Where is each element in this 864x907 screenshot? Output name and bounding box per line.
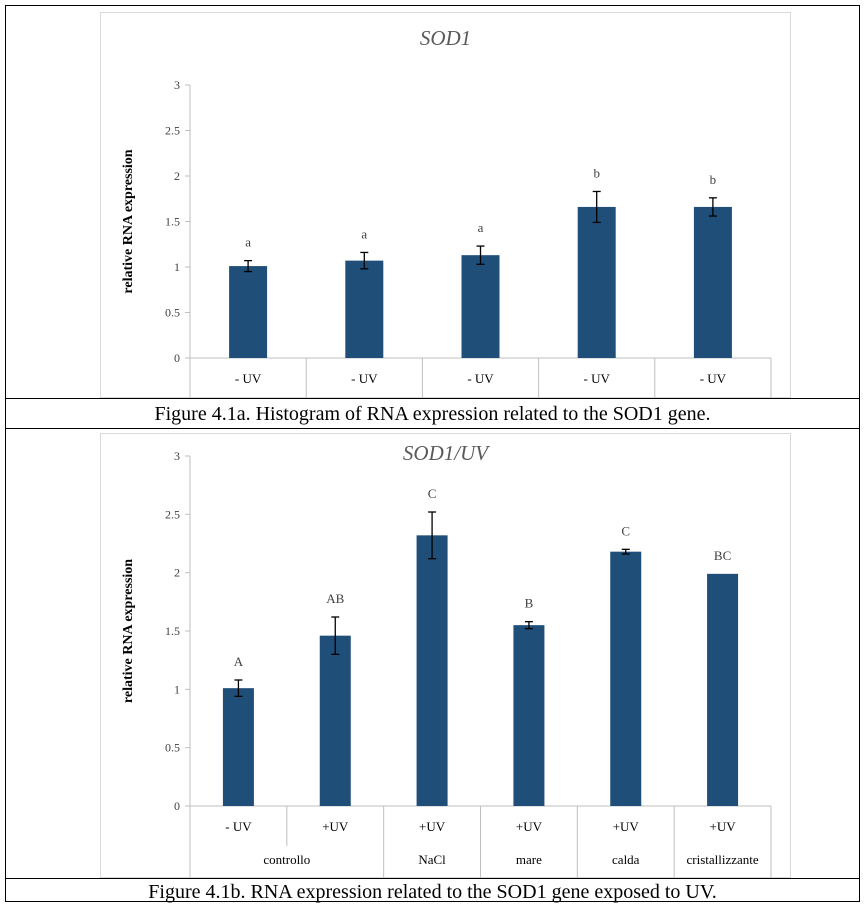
chart-b: SOD1/UV relative RNA expression 0 0.5 1 1.5 2 2… [100,433,791,878]
b-category-label: +UV [419,819,446,834]
b-bar [416,535,448,806]
b-significance-label: B [525,596,534,611]
b-y-tick-label: 0 [174,799,180,813]
divider-chart-b-caption [5,878,860,879]
b-significance-label: C [428,486,437,501]
a-category-label: - UV [235,371,262,386]
a-significance-label: a [478,220,484,235]
a-y-tick-label: 0.5 [165,306,180,320]
b-y-tick-label: 3 [174,449,180,463]
a-significance-label: a [245,235,251,250]
a-category-label: - UV [584,371,611,386]
b-group-label: calda [612,852,640,867]
chart-a: SOD1 relative RNA expression 0 0.5 1 1.5 2 2.5 3… [100,12,791,419]
a-bar [693,206,732,358]
b-group-label: controllo [263,852,310,867]
a-significance-label: b [710,172,717,187]
b-y-tick-label: 1.5 [165,624,180,638]
b-bar [222,688,254,806]
b-chart-title-gene: SOD1 [403,441,454,465]
b-significance-label: BC [714,548,731,563]
a-significance-label: b [593,165,600,180]
b-category-label: +UV [613,819,640,834]
a-y-tick-label: 0 [174,351,180,365]
a-category-label: - UV [700,371,727,386]
b-group-label: NaCl [418,852,446,867]
b-bar [513,625,545,806]
b-category-label: +UV [322,819,349,834]
a-chart-border [100,12,791,398]
b-bar [319,635,351,806]
a-significance-label: a [361,226,367,241]
divider-caption-chart-b [5,428,860,429]
figure-frame [5,5,860,902]
a-bar [345,260,384,358]
b-y-tick-label: 2.5 [165,507,180,521]
chart-b-panel: SOD1/UV relative RNA expression 0 0.5 1 1.5 2 2… [100,433,791,878]
a-bar [461,255,500,358]
b-bar [707,573,739,806]
a-y-tick-label: 1 [174,260,180,274]
b-y-axis-label: relative RNA expression [121,559,136,703]
b-y-tick-label: 1 [174,682,180,696]
a-bar [229,266,268,358]
b-chart-title: SOD1/UV [403,441,490,465]
divider-chart-a-caption [5,398,860,399]
b-significance-label: A [234,654,244,669]
a-category-label: - UV [467,371,494,386]
b-bar [610,551,642,806]
b-category-label: - UV [225,819,252,834]
b-y-tick-label: 0.5 [165,741,180,755]
a-bar [577,206,616,358]
a-y-tick-label: 2 [174,169,180,183]
b-category-label: +UV [710,819,737,834]
caption-b: Figure 4.1b. RNA expression related to t… [148,881,717,903]
chart-a-panel: SOD1 relative RNA expression 0 0.5 1 1.5 2 2.5 3… [100,12,791,419]
b-category-label: +UV [516,819,543,834]
a-category-label: - UV [351,371,378,386]
caption-a: Figure 4.1a. Histogram of RNA expression… [154,403,711,425]
a-y-tick-label: 2.5 [165,124,180,138]
a-y-axis-label: relative RNA expression [121,149,136,293]
b-group-label: cristallizzante [686,852,758,867]
b-significance-label: AB [326,591,344,606]
b-y-tick-label: 2 [174,566,180,580]
b-chart-title-suffix: /UV [453,441,490,465]
a-chart-title: SOD1 [420,26,471,50]
b-chart-border [100,433,791,878]
a-y-tick-label: 1.5 [165,215,180,229]
b-significance-label: C [621,523,630,538]
b-group-label: mare [516,852,542,867]
a-y-tick-label: 3 [174,78,180,92]
